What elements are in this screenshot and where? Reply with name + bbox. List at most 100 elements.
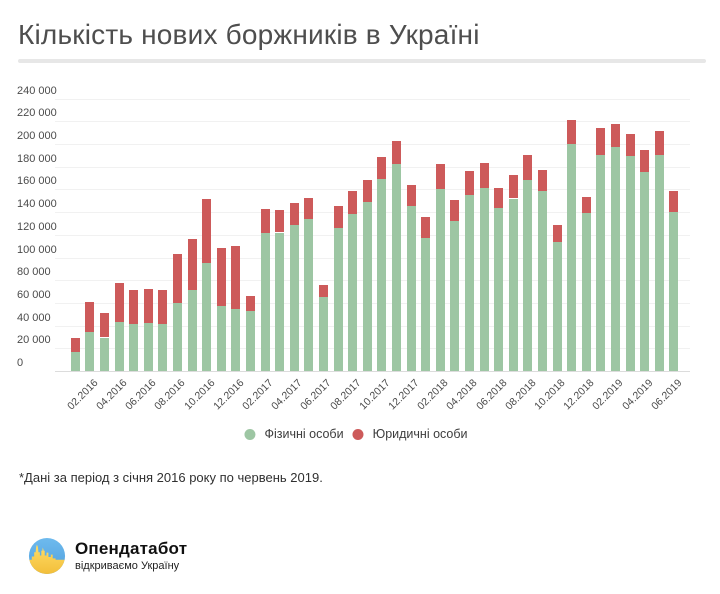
bar-02.2019-legal-entities — [610, 124, 620, 148]
bar-07.2018-legal-entities — [508, 175, 518, 199]
bar-11.2017-legal-entities — [391, 140, 401, 165]
bar-04.2017-individuals — [289, 224, 299, 371]
bar-12.2016-legal-entities — [231, 246, 241, 310]
bar-12.2017-individuals — [406, 205, 416, 371]
bar-02.2016-individuals — [85, 331, 95, 371]
bar-01.2016-individuals — [70, 352, 80, 371]
y-tick-label: 40 000 — [17, 311, 51, 324]
y-tick-label: 80 000 — [17, 266, 51, 279]
bar-01.2017-legal-entities — [245, 296, 255, 311]
bar-04.2019-individuals — [640, 172, 650, 371]
page-title: Кількість нових боржників в Україні — [18, 19, 480, 50]
y-tick-label: 180 000 — [17, 152, 57, 165]
gridline-20000 — [55, 348, 690, 350]
bar-01.2018-legal-entities — [421, 216, 431, 239]
bar-06.2019-legal-entities — [669, 191, 679, 213]
bar-08.2018-individuals — [523, 180, 533, 371]
bar-02.2016-legal-entities — [85, 301, 95, 332]
gridline-140000 — [55, 212, 690, 214]
bar-07.2017-individuals — [333, 228, 343, 371]
bar-05.2016-legal-entities — [129, 290, 139, 324]
bar-08.2018-legal-entities — [523, 154, 533, 181]
bar-07.2018-individuals — [508, 198, 518, 371]
bar-07.2016-legal-entities — [158, 290, 168, 324]
bar-02.2018-individuals — [435, 189, 445, 371]
y-tick-label: 120 000 — [17, 220, 57, 233]
bar-04.2016-individuals — [114, 321, 124, 371]
bar-04.2019-legal-entities — [640, 150, 650, 173]
bar-08.2016-legal-entities — [172, 254, 182, 303]
bar-12.2018-individuals — [581, 213, 591, 371]
chart-legend: Фізичні особи Юридичні особи — [244, 427, 468, 441]
bar-12.2016-individuals — [231, 309, 241, 371]
gridline-200000 — [55, 144, 690, 145]
bar-08.2016-individuals — [172, 302, 182, 371]
gridline-120000 — [55, 234, 690, 236]
bar-10.2018-legal-entities — [552, 225, 562, 242]
bar-11.2016-legal-entities — [216, 248, 226, 306]
bar-03.2017-legal-entities — [275, 209, 285, 233]
bar-12.2018-legal-entities — [581, 196, 591, 214]
legend-dot-individuals — [244, 428, 256, 440]
bar-09.2018-legal-entities — [537, 170, 547, 192]
logo-texts: Опендатабот відкриваємо Україну — [75, 538, 188, 573]
bar-01.2017-individuals — [245, 310, 255, 371]
bar-05.2016-individuals — [129, 323, 139, 371]
gridline-220000 — [55, 121, 690, 123]
bar-02.2017-individuals — [260, 232, 270, 371]
bar-11.2017-individuals — [391, 164, 401, 371]
bar-05.2018-legal-entities — [479, 163, 489, 188]
bar-02.2018-legal-entities — [435, 164, 445, 190]
bar-03.2018-individuals — [450, 221, 460, 371]
y-tick-label: 160 000 — [17, 175, 57, 188]
bar-01.2019-individuals — [596, 154, 606, 371]
bar-04.2018-legal-entities — [464, 171, 474, 195]
bar-02.2019-individuals — [610, 147, 620, 371]
y-tick-label: 0 — [17, 357, 24, 369]
gridline-0 — [55, 371, 690, 372]
bar-06.2016-legal-entities — [143, 288, 153, 323]
stacked-bar-chart: 0 20 000 40 000 60 000 80 000 100 000 120 000 1… — [17, 84, 690, 412]
bar-03.2016-legal-entities — [99, 313, 109, 338]
legend-dot-legal-entities — [352, 428, 364, 440]
gridline-180000 — [55, 166, 690, 168]
y-tick-label: 140 000 — [17, 198, 57, 211]
y-tick-label: 60 000 — [17, 288, 51, 301]
bar-10.2017-individuals — [377, 179, 387, 371]
y-tick-label: 20 000 — [17, 334, 51, 347]
bar-06.2018-legal-entities — [494, 187, 504, 209]
y-tick-label: 240 000 — [17, 84, 57, 97]
gridline-80000 — [55, 280, 690, 282]
bar-09.2016-legal-entities — [187, 238, 197, 290]
gridline-100000 — [55, 257, 690, 259]
bar-02.2017-legal-entities — [260, 209, 270, 233]
logo-name: Опендатабот — [75, 538, 188, 558]
bar-06.2017-legal-entities — [318, 285, 328, 298]
bar-03.2019-legal-entities — [625, 133, 635, 156]
opendatabot-logo-icon — [28, 537, 66, 575]
bar-08.2017-legal-entities — [348, 190, 358, 215]
opendatabot-logo: Опендатабот відкриваємо Україну — [28, 537, 187, 575]
bar-10.2018-individuals — [552, 241, 562, 371]
bar-06.2019-individuals — [669, 212, 679, 371]
legend-item-legal-entities: Юридичні особи — [352, 427, 468, 441]
footnote: *Дані за період з січня 2016 року по чер… — [19, 470, 323, 485]
bar-05.2017-individuals — [304, 218, 314, 371]
bar-03.2018-legal-entities — [450, 200, 460, 222]
bar-01.2019-legal-entities — [596, 128, 606, 155]
bar-04.2016-legal-entities — [114, 283, 124, 322]
bar-07.2016-individuals — [158, 323, 168, 371]
gridline-40000 — [55, 325, 690, 327]
legend-label: Юридичні особи — [372, 427, 468, 441]
y-tick-label: 200 000 — [17, 130, 57, 142]
bar-01.2018-individuals — [421, 238, 431, 371]
gridline-60000 — [55, 302, 690, 304]
bar-10.2017-legal-entities — [377, 156, 387, 180]
bar-05.2018-individuals — [479, 187, 489, 371]
legend-label: Фізичні особи — [264, 427, 344, 441]
gridline-240000 — [55, 98, 690, 100]
y-tick-label: 220 000 — [17, 107, 57, 120]
bar-05.2017-legal-entities — [304, 197, 314, 219]
bar-11.2018-individuals — [567, 144, 577, 371]
